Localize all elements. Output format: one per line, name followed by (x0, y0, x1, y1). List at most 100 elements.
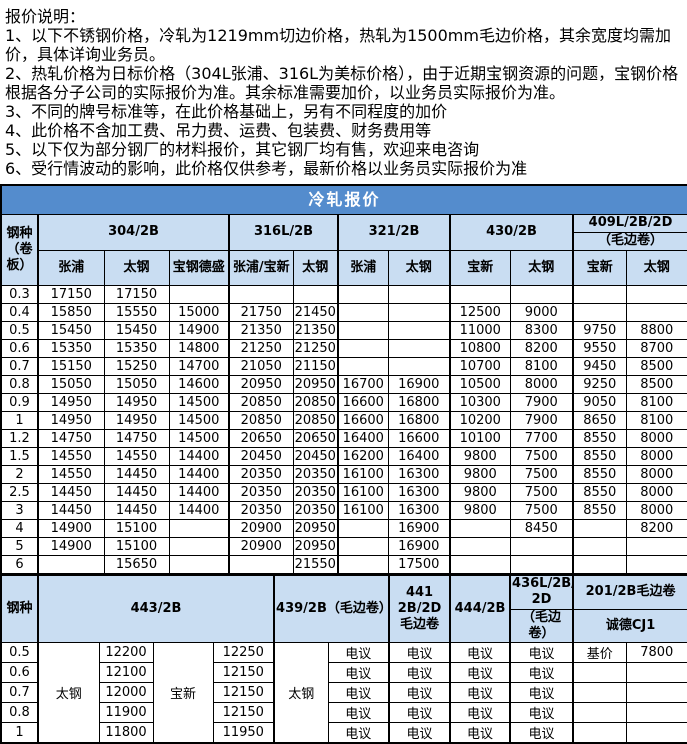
column-header-steel-type: 钢种 (0, 574, 39, 643)
price-cell: 8000 (625, 465, 687, 484)
price-cell: 16900 (387, 375, 451, 394)
price-cell: 11900 (98, 702, 154, 723)
price-cell: 20350 (292, 483, 339, 502)
price-cell: 8700 (625, 339, 687, 358)
vendor-header: 张浦 (337, 250, 389, 286)
price-cell: 20350 (228, 465, 294, 484)
price-cell (449, 519, 511, 538)
price-cell: 16800 (387, 393, 451, 412)
vendor-header: 宝新 (572, 250, 627, 286)
price-cell: 16600 (337, 393, 389, 412)
price-cell: 电议 (388, 662, 451, 683)
thickness-label: 5 (0, 537, 39, 556)
price-cell (337, 285, 389, 304)
thickness-label: 2.5 (0, 483, 39, 502)
table-row: 0.5 太钢 12200 宝新 12250 太钢 电议 电议 电议 电议 基价 7800 (0, 642, 687, 744)
price-cell (572, 662, 627, 683)
vendor-cell: 宝新 (152, 642, 214, 744)
price-cell: 11800 (98, 722, 154, 744)
price-cell: 16200 (337, 447, 389, 466)
price-cell: 15050 (37, 375, 105, 394)
note-line-5: 5、以下仅为部分钢厂的材料报价，其它钢厂均有售，欢迎来电咨询 (5, 140, 480, 159)
price-cell (572, 537, 627, 556)
price-cell: 21250 (228, 339, 294, 358)
price-cell: 15050 (103, 375, 170, 394)
price-cell: 15350 (37, 339, 105, 358)
table-row: 5 14900 15100 20900 20950 16900 (0, 537, 687, 556)
price-cell: 7500 (509, 447, 574, 466)
price-cell: 11950 (212, 722, 275, 744)
price-cell: 20350 (292, 501, 339, 520)
price-cell: 14450 (37, 501, 105, 520)
price-cell: 电议 (388, 722, 451, 744)
price-cell: 16400 (337, 429, 389, 448)
price-cell (509, 537, 574, 556)
price-cell: 17150 (103, 285, 170, 304)
price-cell: 14950 (37, 411, 105, 430)
price-cell: 14750 (37, 429, 105, 448)
price-cell (37, 555, 105, 575)
price-cell: 10300 (449, 393, 511, 412)
thickness-label: 0.7 (0, 357, 39, 376)
price-cell: 16600 (337, 411, 389, 430)
vendor-header-row: 张浦 太钢 宝钢德盛 张浦/宝新 太钢 张浦 太钢 宝新 太钢 宝新 太钢 (1, 250, 687, 286)
price-cell: 9050 (572, 393, 627, 412)
price-cell: 电议 (509, 682, 574, 703)
table-row: 2 14550 14450 14400 20350 20350 16100 16300 9800… (0, 465, 687, 484)
price-cell (572, 519, 627, 538)
price-cell (387, 321, 451, 340)
price-cell: 15450 (103, 321, 170, 340)
price-cell: 15550 (103, 303, 170, 322)
table-row: 6 15650 21550 17500 (0, 555, 687, 575)
thickness-label: 0.3 (0, 285, 39, 304)
price-cell: 电议 (509, 642, 574, 663)
table-row: 1 11800 11950 电议 电议 电议 电议 (0, 722, 687, 744)
price-cell (625, 722, 687, 744)
table-row: 0.8 15050 15050 14600 20950 20950 16700 16900 10… (0, 375, 687, 394)
vendor-cell: 太钢 (37, 642, 100, 744)
price-cell: 12150 (212, 682, 275, 703)
table-row: 0.7 15150 15250 14700 21050 21150 10700 8100 945… (0, 357, 687, 376)
price-cell: 20850 (292, 411, 339, 430)
group-header-436l-2b-2d: 436L/2B/ 2D (509, 574, 574, 610)
price-cell (625, 662, 687, 683)
thickness-label: 0.6 (0, 339, 39, 358)
price-cell: 9000 (509, 303, 574, 322)
price-cell: 14550 (37, 465, 105, 484)
note-line-4: 4、此价格不含加工费、吊力费、运费、包装费、财务费用等 (5, 121, 432, 140)
second-price-table: 钢种 443/2B 439/2B（毛边卷） 441 2B/2D 毛边卷 444/… (0, 574, 687, 744)
price-cell (337, 537, 389, 556)
price-cell: 8300 (509, 321, 574, 340)
price-cell: 14450 (103, 483, 170, 502)
price-cell: 14500 (168, 429, 230, 448)
price-cell: 20950 (228, 375, 294, 394)
price-cell: 8000 (625, 447, 687, 466)
thickness-label: 1.2 (0, 429, 39, 448)
table-title: 冷轧报价 (0, 184, 687, 215)
price-cell: 20350 (228, 501, 294, 520)
price-cell (509, 555, 574, 575)
price-cell: 15450 (37, 321, 105, 340)
price-cell: 16300 (387, 501, 451, 520)
price-cell: 电议 (449, 702, 511, 723)
price-cell: 电议 (327, 682, 390, 703)
price-cell: 15100 (103, 519, 170, 538)
price-cell: 7500 (509, 501, 574, 520)
price-cell: 14700 (168, 357, 230, 376)
price-cell: 15350 (103, 339, 170, 358)
price-cell: 14900 (37, 519, 105, 538)
price-cell: 12150 (212, 662, 275, 683)
price-cell (449, 285, 511, 304)
price-cell: 14400 (168, 465, 230, 484)
price-cell: 8000 (509, 375, 574, 394)
price-cell: 20850 (292, 393, 339, 412)
price-cell: 8550 (572, 483, 627, 502)
price-cell: 16900 (387, 537, 451, 556)
cold-rolled-price-table: 冷轧报价 钢种 （卷 板） 304/2B 316L/2B 321/2B 430/… (0, 184, 687, 575)
price-cell: 20900 (228, 537, 294, 556)
price-cell (387, 303, 451, 322)
price-cell: 9800 (449, 465, 511, 484)
price-cell (625, 285, 687, 304)
price-cell: 电议 (449, 662, 511, 683)
thickness-label: 0.5 (0, 321, 39, 340)
